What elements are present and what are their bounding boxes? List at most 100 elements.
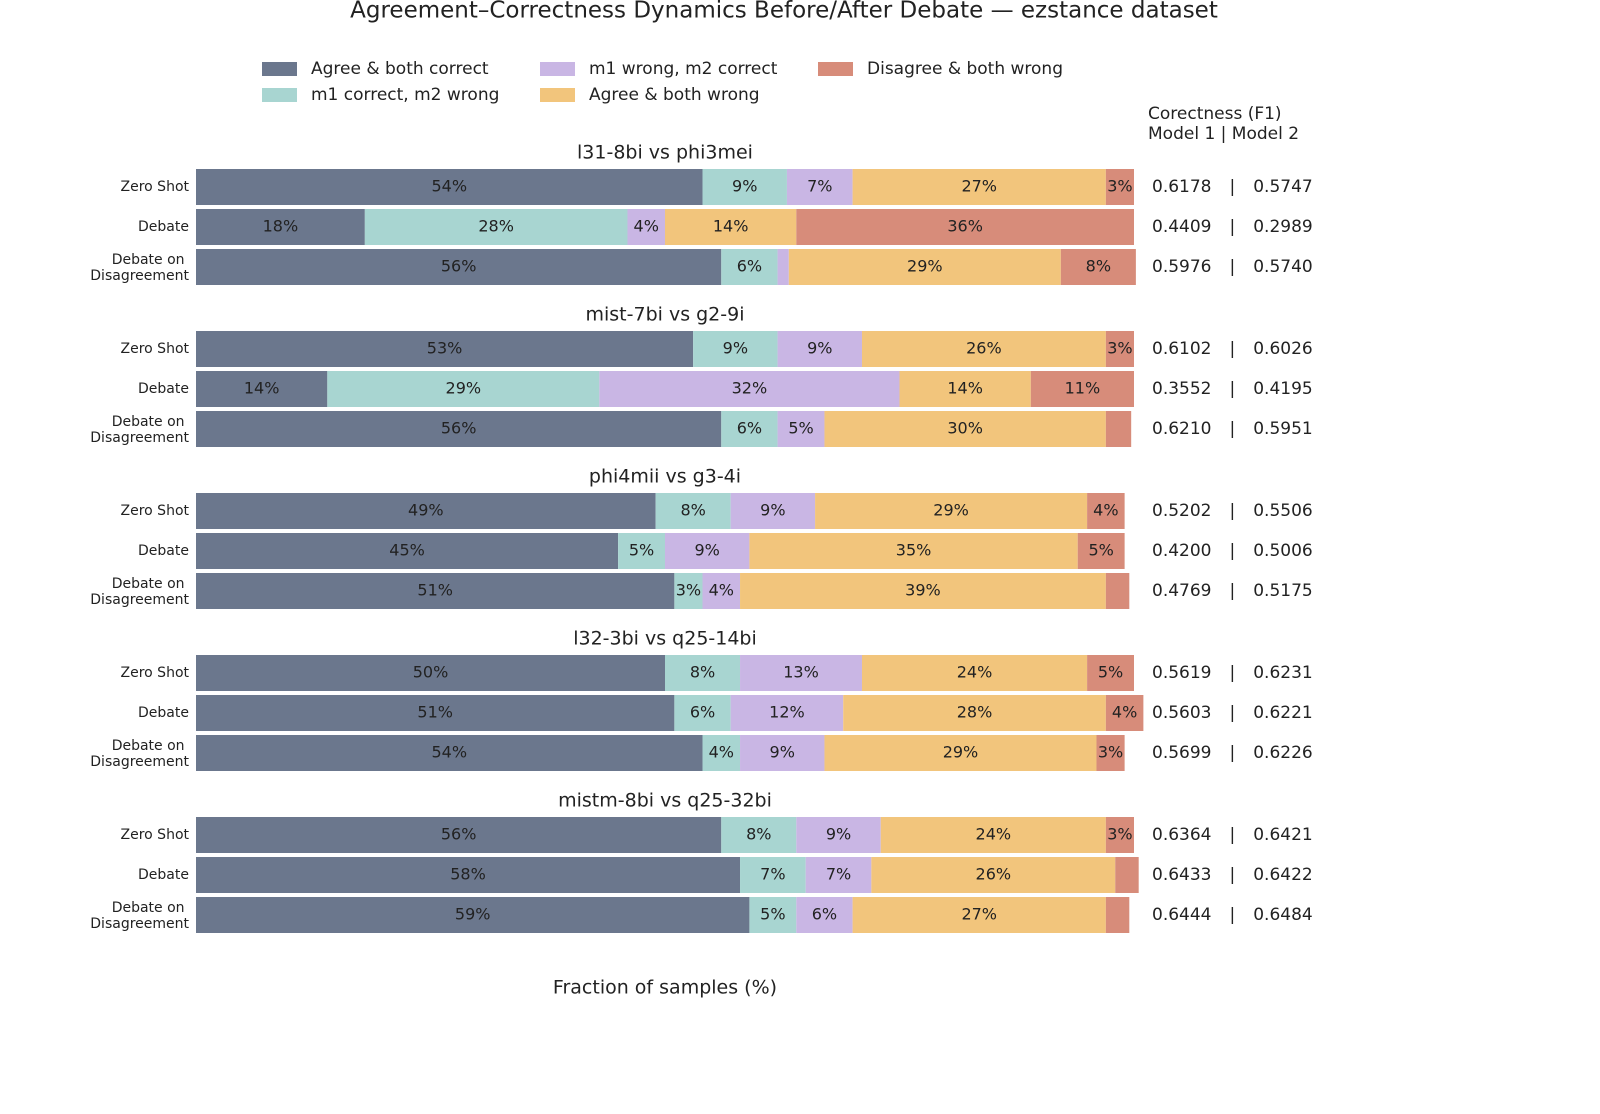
value-label: 24% [957, 663, 993, 682]
f1-value: 0.3552 [1152, 379, 1211, 399]
bar-segment [196, 735, 703, 771]
value-label: 14% [244, 379, 280, 398]
bar-segment [788, 249, 1061, 285]
value-label: 39% [905, 581, 941, 600]
bar-segment [852, 897, 1106, 933]
bar-segment [1077, 533, 1125, 569]
value-label: 8% [1086, 257, 1111, 276]
bar-segment [786, 169, 853, 205]
panel-title: phi4mii vs g3-4i [589, 466, 741, 488]
bar-segment [627, 209, 665, 245]
legend-label: m1 correct, m2 wrong [311, 85, 499, 105]
f1-value: 0.6444 [1152, 905, 1211, 925]
bar-segment [796, 817, 881, 853]
f1-value: 0.2989 [1253, 217, 1312, 237]
value-label: 29% [943, 743, 979, 762]
f1-value: | [1229, 217, 1235, 237]
f1-value: | [1229, 743, 1235, 763]
value-label: 9% [723, 339, 748, 358]
value-label: 24% [976, 825, 1012, 844]
bar-segment [861, 331, 1106, 367]
value-label: 26% [966, 339, 1002, 358]
bar-segment [740, 655, 862, 691]
y-tick-label: Debate [138, 219, 189, 235]
value-label: 35% [896, 541, 932, 560]
bar-segment [196, 209, 365, 245]
bar-segment [1105, 695, 1144, 731]
f1-value: | [1229, 379, 1235, 399]
f1-scores: 0.6210 | 0.5951 [1152, 419, 1313, 439]
value-label: 14% [947, 379, 983, 398]
f1-scores: 0.5699 | 0.6226 [1152, 743, 1313, 763]
value-label: 51% [417, 581, 453, 600]
bar-segment [196, 411, 722, 447]
value-label: 7% [826, 865, 851, 884]
value-label: 12% [769, 703, 805, 722]
f1-value: 0.4409 [1152, 217, 1211, 237]
f1-value: 0.4769 [1152, 581, 1211, 601]
bar-segment [1087, 655, 1134, 691]
value-label: 9% [807, 339, 832, 358]
f1-value: 0.6102 [1152, 339, 1211, 359]
value-label: 28% [957, 703, 993, 722]
bar-segment [655, 493, 731, 529]
bar-segment [824, 735, 1097, 771]
panel-title: l32-3bi vs q25-14bi [573, 628, 757, 650]
f1-value: 0.5175 [1253, 581, 1312, 601]
bar-segment [824, 411, 1106, 447]
bar-segment [843, 695, 1106, 731]
bar-segment [196, 331, 694, 367]
value-label: 6% [690, 703, 715, 722]
value-label: 13% [783, 663, 819, 682]
bar-segment [805, 857, 872, 893]
bar-segment [618, 533, 665, 569]
f1-value: 0.5740 [1253, 257, 1312, 277]
f1-scores: 0.4769 | 0.5175 [1152, 581, 1313, 601]
value-label: 54% [431, 743, 467, 762]
value-label: 5% [629, 541, 654, 560]
f1-scores: 0.3552 | 0.4195 [1152, 379, 1313, 399]
f1-scores: 0.5603 | 0.6221 [1152, 703, 1313, 723]
bar-segment [730, 695, 844, 731]
value-label: 4% [709, 581, 734, 600]
bar-segment [749, 533, 1078, 569]
value-label: 3% [1098, 743, 1123, 762]
value-label: 4% [1112, 703, 1137, 722]
value-label: 9% [732, 177, 757, 196]
value-label: 49% [408, 501, 444, 520]
f1-value: 0.6421 [1253, 825, 1312, 845]
value-label: 30% [947, 419, 983, 438]
y-tick-label: Debate [138, 381, 189, 397]
f1-value: 0.5603 [1152, 703, 1211, 723]
f1-value: 0.4200 [1152, 541, 1211, 561]
bar-segment [852, 169, 1106, 205]
bar-segment [327, 371, 600, 407]
bar-segment [1105, 897, 1130, 933]
bar-segment [1060, 249, 1136, 285]
value-label: 36% [947, 217, 983, 236]
bar-segment [777, 331, 862, 367]
bar-segment [665, 209, 797, 245]
value-label: 3% [1107, 177, 1132, 196]
panel-title: mistm-8bi vs q25-32bi [558, 790, 772, 812]
f1-value: 0.4195 [1253, 379, 1312, 399]
f1-value: | [1229, 825, 1235, 845]
bar-segment [196, 857, 741, 893]
value-label: 54% [431, 177, 467, 196]
value-label: 51% [417, 703, 453, 722]
f1-value: 0.6422 [1253, 865, 1312, 885]
f1-scores: 0.6364 | 0.6421 [1152, 825, 1313, 845]
chart-title: Agreement–Correctness Dynamics Before/Af… [350, 0, 1218, 24]
legend-label: m1 wrong, m2 correct [589, 59, 778, 79]
f1-scores: 0.6444 | 0.6484 [1152, 905, 1313, 925]
f1-value: 0.6026 [1253, 339, 1312, 359]
f1-value: 0.5202 [1152, 501, 1211, 521]
f1-scores: 0.4409 | 0.2989 [1152, 217, 1313, 237]
value-label: 18% [263, 217, 299, 236]
value-label: 5% [788, 419, 813, 438]
value-label: 3% [676, 581, 701, 600]
f1-value: 0.6210 [1152, 419, 1211, 439]
value-label: 7% [760, 865, 785, 884]
value-label: 26% [976, 865, 1012, 884]
